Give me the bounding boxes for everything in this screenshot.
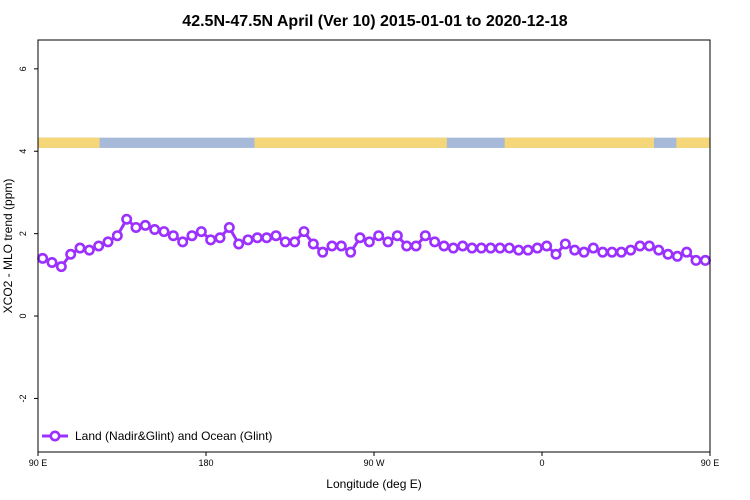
series-0-point-52 (522, 244, 534, 256)
series-0-point-66 (653, 244, 665, 256)
series-0-point-53 (531, 242, 543, 254)
series-0-point-34 (354, 232, 366, 244)
series-0-point-18 (205, 234, 217, 246)
series-0-point-28 (298, 226, 310, 238)
series-0-point-15 (177, 236, 189, 248)
plot-frame (37, 39, 711, 453)
series-0-point-42 (429, 236, 441, 248)
series-0-point-30 (317, 246, 329, 258)
series-0-point-37 (382, 236, 394, 248)
series-0-point-58 (578, 246, 590, 258)
series-0-point-29 (307, 238, 319, 250)
series-0-point-27 (289, 236, 301, 248)
series-0-point-8 (111, 230, 123, 242)
series-0-point-49 (494, 242, 506, 254)
series-0-point-35 (363, 236, 375, 248)
series-0-point-5 (83, 244, 95, 256)
series-0-point-22 (242, 234, 254, 246)
y-tick-label-1: 0 (18, 314, 28, 319)
x-tick-label-0: 90 E (29, 458, 48, 468)
series-0-point-70 (690, 254, 702, 266)
series-0-point-10 (130, 221, 142, 233)
series-0-point-68 (671, 250, 683, 262)
x-tick-label-1: 180 (198, 458, 213, 468)
x-axis-label: Longitude (deg E) (326, 477, 421, 491)
series-0-point-43 (438, 240, 450, 252)
series-0-point-20 (223, 221, 235, 233)
series-0-point-39 (401, 240, 413, 252)
x-axis: 90 E 180 90 W 0 90 E (29, 452, 720, 468)
series-0-point-1 (46, 256, 58, 268)
y-tick-label-2: 2 (18, 231, 28, 236)
series-0-point-59 (587, 242, 599, 254)
series-0-point-69 (681, 246, 693, 258)
land-band-segment-1 (254, 137, 447, 148)
series-0-point-55 (550, 248, 562, 260)
chart-title: 42.5N-47.5N April (Ver 10) 2015-01-01 to… (182, 13, 568, 30)
series-0-point-23 (251, 232, 263, 244)
series-0-point-25 (270, 230, 282, 242)
series-0-point-50 (503, 242, 515, 254)
series-0-point-51 (513, 244, 525, 256)
series-0-point-48 (485, 242, 497, 254)
series-0-point-11 (139, 219, 151, 231)
series-0-point-32 (335, 240, 347, 252)
series-0-point-9 (121, 213, 133, 225)
land-ocean-band (38, 137, 710, 148)
series-0-point-3 (65, 248, 77, 260)
series-0-point-54 (541, 240, 553, 252)
y-tick-label-4: 6 (18, 66, 28, 71)
x-tick-label-3: 0 (539, 458, 544, 468)
series-0-point-65 (643, 240, 655, 252)
series-0-point-38 (391, 230, 403, 242)
series-0-point-0 (37, 252, 49, 264)
series-0-point-2 (55, 261, 67, 273)
series-0-point-46 (466, 242, 478, 254)
land-band-segment-0 (38, 137, 100, 148)
series-0-point-36 (373, 230, 385, 242)
series-0-point-19 (214, 232, 226, 244)
series-0-point-31 (326, 240, 338, 252)
x-tick-label-4: 90 E (701, 458, 720, 468)
y-axis-label: XCO2 - MLO trend (ppm) (1, 179, 15, 314)
land-band-segment-3 (676, 137, 710, 148)
series-0-point-71 (699, 254, 711, 266)
series-0-point-41 (419, 230, 431, 242)
legend-marker-sample (49, 430, 61, 442)
legend: Land (Nadir&Glint) and Ocean (Glint) (42, 429, 272, 443)
legend-label: Land (Nadir&Glint) and Ocean (Glint) (75, 429, 272, 443)
series-0-point-67 (662, 248, 674, 260)
series-0-point-4 (74, 242, 86, 254)
series-0-point-12 (149, 224, 161, 236)
series-0-point-56 (559, 238, 571, 250)
series-0-point-14 (167, 230, 179, 242)
series-layer (37, 213, 711, 273)
series-0-point-16 (186, 230, 198, 242)
series-0-point-57 (569, 244, 581, 256)
y-axis: -2 0 2 4 6 (18, 66, 38, 402)
y-tick-label-3: 4 (18, 149, 28, 154)
series-0-point-45 (457, 240, 469, 252)
series-0-point-21 (233, 238, 245, 250)
series-0-point-26 (279, 236, 291, 248)
y-tick-label-0: -2 (18, 394, 28, 402)
land-band-segment-2 (504, 137, 654, 148)
series-0-point-7 (102, 236, 114, 248)
series-0-point-61 (606, 246, 618, 258)
series-0-point-6 (93, 240, 105, 252)
series-0-point-44 (447, 242, 459, 254)
series-0-point-62 (615, 246, 627, 258)
series-0-point-33 (345, 246, 357, 258)
x-tick-label-2: 90 W (363, 458, 385, 468)
series-0-point-24 (261, 232, 273, 244)
series-0-point-63 (625, 244, 637, 256)
series-0-point-64 (634, 240, 646, 252)
series-0-point-47 (475, 242, 487, 254)
series-0-point-40 (410, 240, 422, 252)
series-0-point-60 (597, 246, 609, 258)
series-0-point-17 (195, 226, 207, 238)
series-0-point-13 (158, 226, 170, 238)
